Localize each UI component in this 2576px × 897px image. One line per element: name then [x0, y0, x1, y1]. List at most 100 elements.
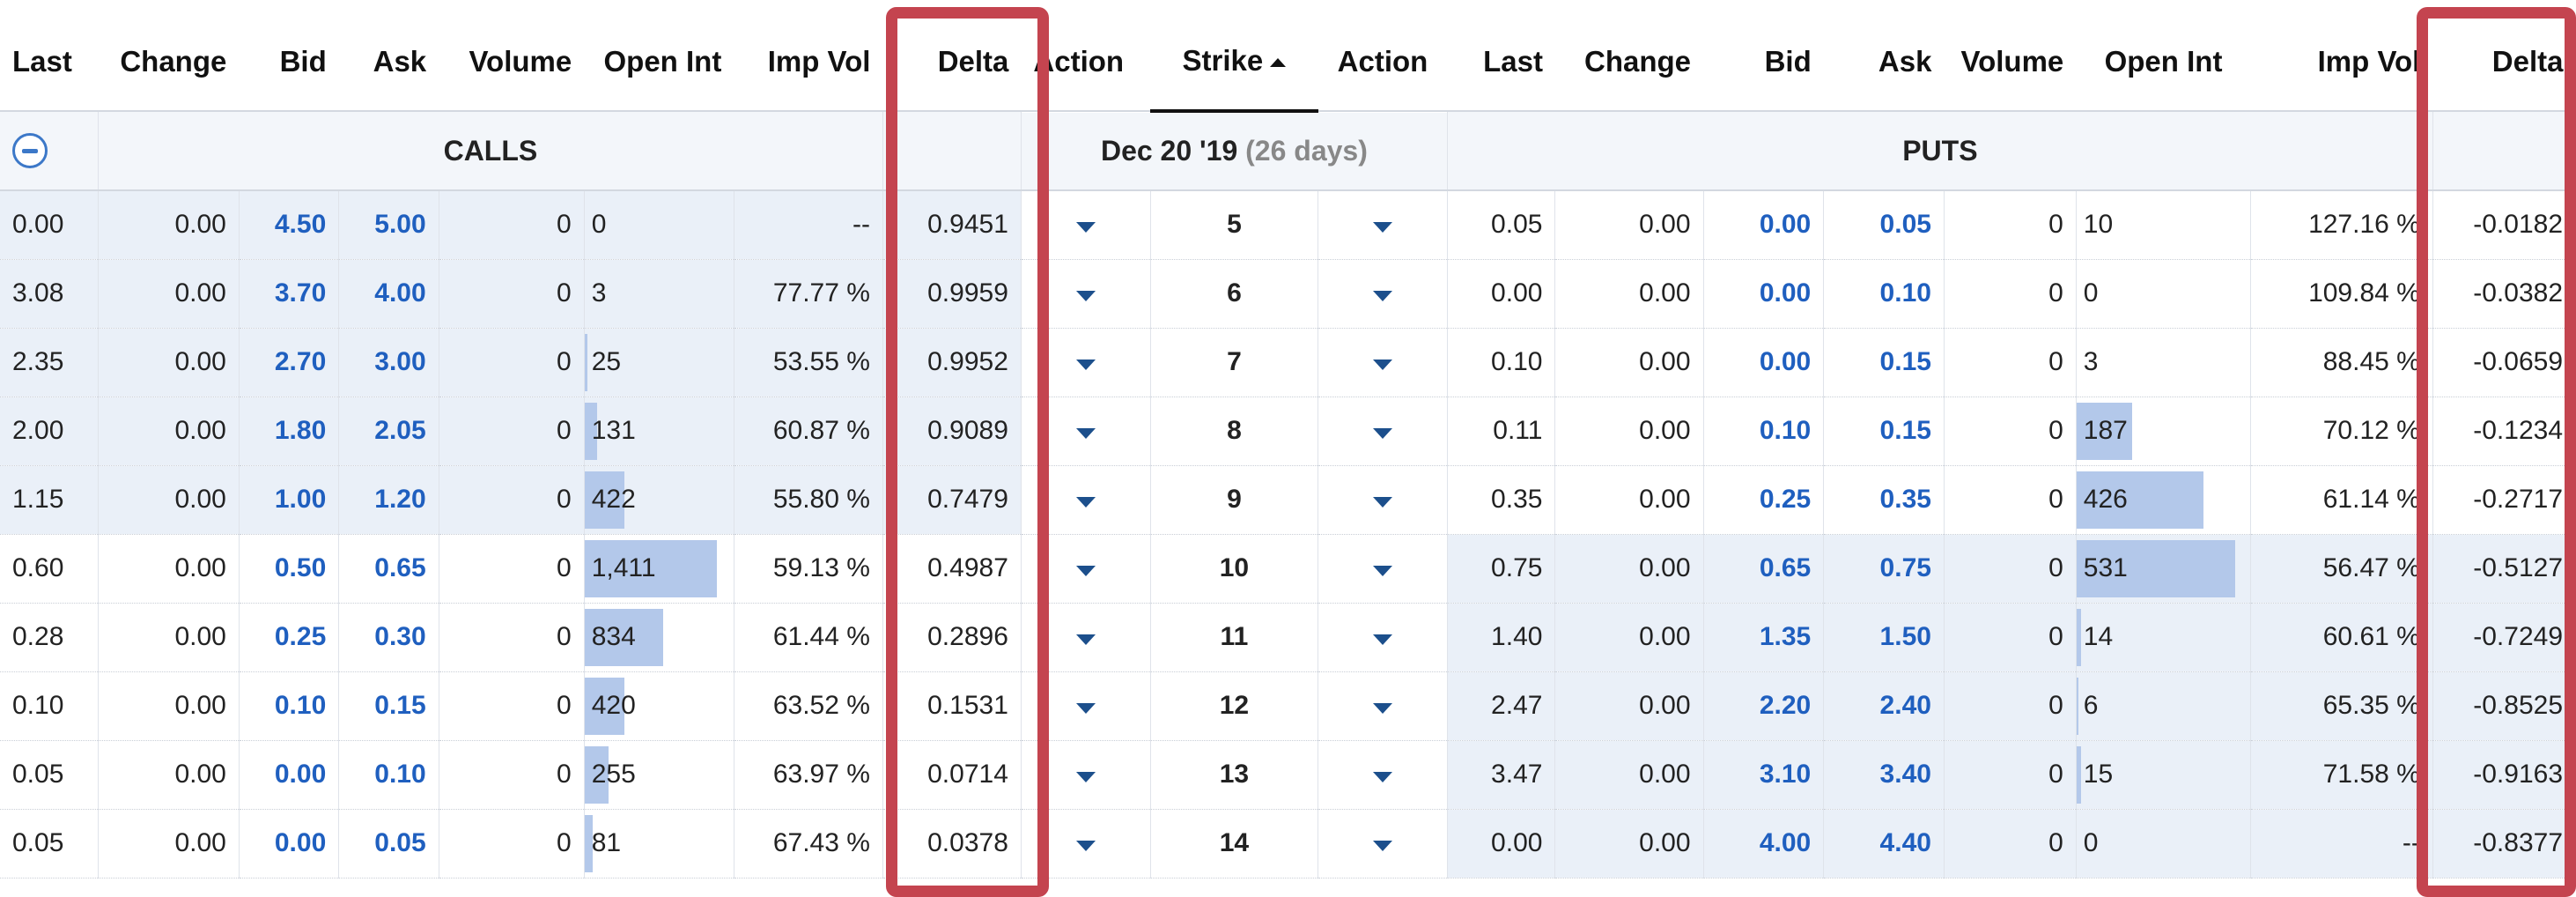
- puts-bid[interactable]: 4.00: [1703, 809, 1825, 878]
- puts-bid[interactable]: 1.35: [1703, 603, 1825, 672]
- col-puts-imp-vol[interactable]: Imp Vol: [2250, 12, 2433, 112]
- calls-action[interactable]: [1021, 740, 1151, 810]
- puts-bid[interactable]: 0.00: [1703, 259, 1825, 329]
- calls-bid[interactable]: 0.25: [239, 603, 340, 672]
- calls-bid[interactable]: 1.00: [239, 465, 340, 535]
- action-dropdown-icon[interactable]: [1373, 566, 1392, 576]
- action-dropdown-icon[interactable]: [1373, 291, 1392, 301]
- puts-ask[interactable]: 0.75: [1823, 534, 1945, 604]
- action-dropdown-icon[interactable]: [1075, 841, 1096, 851]
- puts-action[interactable]: [1318, 328, 1448, 397]
- puts-action[interactable]: [1318, 740, 1448, 810]
- calls-ask[interactable]: 0.05: [338, 809, 439, 878]
- col-calls-bid[interactable]: Bid: [239, 12, 339, 112]
- col-puts-open-int[interactable]: Open Int: [2076, 12, 2251, 112]
- puts-action[interactable]: [1318, 259, 1448, 329]
- calls-action[interactable]: [1021, 190, 1151, 260]
- puts-action[interactable]: [1318, 603, 1448, 672]
- calls-volume: 0: [439, 740, 585, 810]
- calls-bid[interactable]: 0.00: [239, 809, 340, 878]
- action-dropdown-icon[interactable]: [1075, 428, 1096, 439]
- calls-bid[interactable]: 0.50: [239, 534, 340, 604]
- col-calls-imp-vol[interactable]: Imp Vol: [734, 12, 883, 112]
- col-puts-delta[interactable]: Delta: [2432, 12, 2576, 112]
- col-calls-open-int[interactable]: Open Int: [584, 12, 734, 112]
- calls-ask[interactable]: 0.15: [338, 671, 439, 741]
- action-dropdown-icon[interactable]: [1075, 566, 1096, 576]
- calls-ask[interactable]: 1.20: [338, 465, 439, 535]
- col-strike[interactable]: Strike: [1150, 12, 1318, 113]
- action-dropdown-icon[interactable]: [1075, 634, 1096, 645]
- col-puts-bid[interactable]: Bid: [1703, 12, 1824, 112]
- expiry-label[interactable]: Dec 20 '19 (26 days): [1021, 111, 1448, 191]
- puts-bid[interactable]: 0.00: [1703, 190, 1825, 260]
- puts-bid[interactable]: 0.10: [1703, 397, 1825, 466]
- action-dropdown-icon[interactable]: [1373, 360, 1392, 370]
- calls-bid[interactable]: 2.70: [239, 328, 340, 397]
- calls-ask[interactable]: 0.65: [338, 534, 439, 604]
- calls-action[interactable]: [1021, 603, 1151, 672]
- action-dropdown-icon[interactable]: [1075, 772, 1096, 782]
- puts-action[interactable]: [1318, 190, 1448, 260]
- action-dropdown-icon[interactable]: [1075, 222, 1096, 234]
- col-calls-delta[interactable]: Delta: [882, 12, 1022, 112]
- puts-ask[interactable]: 0.15: [1823, 328, 1945, 397]
- puts-ask[interactable]: 3.40: [1823, 740, 1945, 810]
- calls-action[interactable]: [1021, 465, 1151, 535]
- puts-ask[interactable]: 0.15: [1823, 397, 1945, 466]
- calls-bid[interactable]: 3.70: [239, 259, 340, 329]
- col-calls-last[interactable]: Last: [0, 12, 99, 112]
- calls-action[interactable]: [1021, 809, 1151, 878]
- col-calls-volume[interactable]: Volume: [439, 12, 585, 112]
- puts-action[interactable]: [1318, 465, 1448, 535]
- action-dropdown-icon[interactable]: [1075, 497, 1096, 508]
- calls-bid[interactable]: 0.10: [239, 671, 340, 741]
- action-dropdown-icon[interactable]: [1373, 222, 1392, 234]
- col-puts-change[interactable]: Change: [1554, 12, 1704, 112]
- action-dropdown-icon[interactable]: [1373, 497, 1392, 508]
- puts-ask[interactable]: 0.05: [1823, 190, 1945, 260]
- action-dropdown-icon[interactable]: [1075, 703, 1096, 714]
- action-dropdown-icon[interactable]: [1075, 360, 1096, 370]
- puts-bid[interactable]: 0.25: [1703, 465, 1825, 535]
- calls-ask[interactable]: 2.05: [338, 397, 439, 466]
- calls-action[interactable]: [1021, 534, 1151, 604]
- action-dropdown-icon[interactable]: [1373, 634, 1392, 645]
- puts-action[interactable]: [1318, 671, 1448, 741]
- puts-ask[interactable]: 1.50: [1823, 603, 1945, 672]
- calls-action[interactable]: [1021, 328, 1151, 397]
- calls-ask[interactable]: 0.30: [338, 603, 439, 672]
- calls-ask[interactable]: 5.00: [338, 190, 439, 260]
- puts-bid[interactable]: 2.20: [1703, 671, 1825, 741]
- action-dropdown-icon[interactable]: [1075, 291, 1096, 301]
- col-puts-volume[interactable]: Volume: [1944, 12, 2077, 112]
- calls-action[interactable]: [1021, 671, 1151, 741]
- puts-ask[interactable]: 2.40: [1823, 671, 1945, 741]
- calls-action[interactable]: [1021, 397, 1151, 466]
- action-dropdown-icon[interactable]: [1373, 841, 1392, 851]
- puts-action[interactable]: [1318, 534, 1448, 604]
- action-dropdown-icon[interactable]: [1373, 772, 1392, 782]
- puts-ask[interactable]: 0.10: [1823, 259, 1945, 329]
- puts-ask[interactable]: 4.40: [1823, 809, 1945, 878]
- col-puts-last[interactable]: Last: [1447, 12, 1555, 112]
- puts-bid[interactable]: 3.10: [1703, 740, 1825, 810]
- collapse-minus-icon[interactable]: [12, 133, 48, 169]
- calls-bid[interactable]: 0.00: [239, 740, 340, 810]
- puts-action[interactable]: [1318, 809, 1448, 878]
- col-calls-change[interactable]: Change: [98, 12, 240, 112]
- col-calls-ask[interactable]: Ask: [338, 12, 439, 112]
- puts-ask[interactable]: 0.35: [1823, 465, 1945, 535]
- calls-ask[interactable]: 3.00: [338, 328, 439, 397]
- puts-bid[interactable]: 0.65: [1703, 534, 1825, 604]
- puts-bid[interactable]: 0.00: [1703, 328, 1825, 397]
- calls-bid[interactable]: 4.50: [239, 190, 340, 260]
- action-dropdown-icon[interactable]: [1373, 428, 1392, 439]
- calls-ask[interactable]: 4.00: [338, 259, 439, 329]
- calls-bid[interactable]: 1.80: [239, 397, 340, 466]
- puts-action[interactable]: [1318, 397, 1448, 466]
- calls-ask[interactable]: 0.10: [338, 740, 439, 810]
- col-puts-ask[interactable]: Ask: [1823, 12, 1945, 112]
- action-dropdown-icon[interactable]: [1373, 703, 1392, 714]
- calls-action[interactable]: [1021, 259, 1151, 329]
